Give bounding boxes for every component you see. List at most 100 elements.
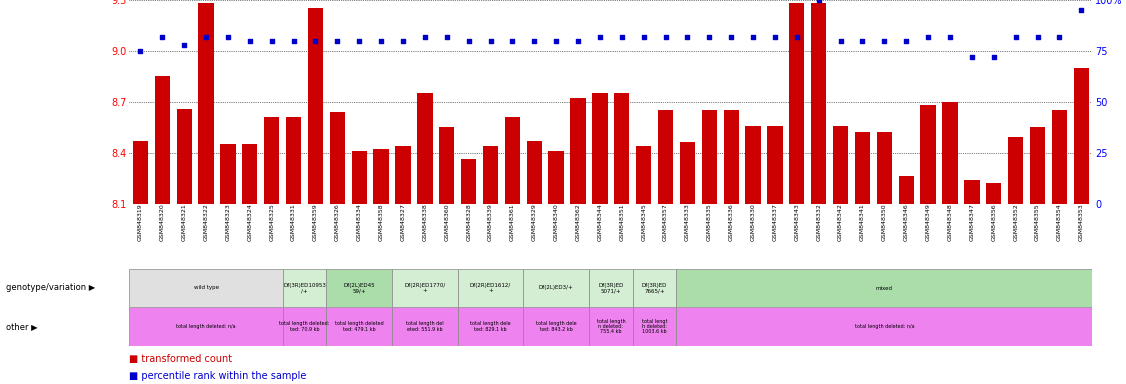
Bar (920, 105, 936, 204)
Point (591, 33, 609, 40)
Bar (571, 98, 586, 204)
Point (197, 33, 215, 40)
Bar (265, 117, 279, 204)
Bar (636, 146, 651, 204)
Bar (133, 141, 149, 204)
Text: GSM848353: GSM848353 (1079, 204, 1084, 241)
Text: Df(2R)ED1612/
+: Df(2R)ED1612/ + (470, 283, 511, 293)
Text: GSM848355: GSM848355 (1035, 204, 1040, 241)
Bar (198, 3, 214, 204)
Text: GSM848347: GSM848347 (969, 204, 974, 242)
Bar (330, 112, 345, 204)
Point (722, 33, 740, 40)
Bar (745, 126, 761, 204)
Text: total length deleted:
ted: 70.9 kb: total length deleted: ted: 70.9 kb (279, 321, 330, 332)
Bar (677, 269, 1092, 307)
Bar (221, 144, 235, 204)
Text: GSM848344: GSM848344 (598, 204, 602, 242)
Text: GSM848352: GSM848352 (1013, 204, 1018, 241)
Text: total length deleted: n/a: total length deleted: n/a (855, 324, 914, 329)
Point (941, 33, 959, 40)
Point (1051, 33, 1069, 40)
Bar (283, 307, 327, 346)
Point (459, 38, 477, 44)
Text: GSM848319: GSM848319 (137, 204, 143, 241)
Text: Df(2R)ED1770/
+: Df(2R)ED1770/ + (404, 283, 446, 293)
Bar (833, 126, 848, 204)
Text: GSM848343: GSM848343 (794, 204, 799, 242)
Point (613, 33, 631, 40)
Text: GSM848325: GSM848325 (269, 204, 275, 241)
Point (1007, 33, 1025, 40)
Bar (633, 269, 677, 307)
Text: GSM848359: GSM848359 (313, 204, 318, 241)
Text: GSM848349: GSM848349 (926, 204, 930, 242)
Bar (658, 110, 673, 204)
Point (919, 33, 937, 40)
Text: mixed: mixed (876, 285, 893, 291)
Text: GSM848329: GSM848329 (531, 204, 537, 242)
Point (679, 33, 697, 40)
Text: GSM848328: GSM848328 (466, 204, 471, 241)
Text: total length dele
ted: 843.2 kb: total length dele ted: 843.2 kb (536, 321, 577, 332)
Text: ■ percentile rank within the sample: ■ percentile rank within the sample (129, 371, 307, 381)
Bar (1052, 110, 1067, 204)
Text: GSM848321: GSM848321 (181, 204, 187, 241)
Point (832, 38, 850, 44)
Point (1072, 7, 1090, 13)
Bar (964, 180, 980, 204)
Text: GSM848342: GSM848342 (838, 204, 843, 242)
Bar (457, 307, 524, 346)
Text: GSM848323: GSM848323 (225, 204, 231, 242)
Text: GSM848335: GSM848335 (707, 204, 712, 241)
Bar (942, 102, 957, 204)
Text: Df(3R)ED
5071/+: Df(3R)ED 5071/+ (598, 283, 624, 293)
Point (394, 38, 412, 44)
Point (176, 42, 194, 48)
Point (656, 33, 674, 40)
Bar (855, 132, 870, 204)
Point (635, 33, 653, 40)
Bar (483, 146, 498, 204)
Bar (242, 144, 258, 204)
Point (262, 38, 280, 44)
Point (766, 33, 784, 40)
Text: total length deleted
ted: 479.1 kb: total length deleted ted: 479.1 kb (334, 321, 384, 332)
Text: GSM848322: GSM848322 (204, 204, 208, 242)
Point (810, 0, 828, 3)
Bar (129, 307, 283, 346)
Point (569, 38, 587, 44)
Text: GSM848362: GSM848362 (575, 204, 581, 241)
Text: Df(2L)ED3/+: Df(2L)ED3/+ (538, 285, 573, 291)
Text: Df(3R)ED10953
/+: Df(3R)ED10953 /+ (283, 283, 325, 293)
Point (482, 38, 500, 44)
Bar (592, 93, 608, 204)
Text: GSM848331: GSM848331 (292, 204, 296, 241)
Bar (129, 269, 283, 307)
Point (547, 38, 565, 44)
Bar (524, 307, 589, 346)
Bar (899, 176, 914, 204)
Bar (327, 307, 392, 346)
Text: GSM848338: GSM848338 (422, 204, 428, 241)
Bar (789, 3, 804, 204)
Text: total length del
eted: 551.9 kb: total length del eted: 551.9 kb (406, 321, 444, 332)
Text: GSM848348: GSM848348 (947, 204, 953, 241)
Text: GSM848360: GSM848360 (445, 204, 449, 241)
Point (744, 33, 762, 40)
Text: GSM848346: GSM848346 (904, 204, 909, 241)
Text: ■ transformed count: ■ transformed count (129, 354, 233, 364)
Bar (680, 142, 695, 204)
Bar (395, 146, 411, 204)
Text: GSM848334: GSM848334 (357, 204, 361, 242)
Text: Df(3R)ED
7665/+: Df(3R)ED 7665/+ (642, 283, 668, 293)
Bar (392, 269, 457, 307)
Text: GSM848336: GSM848336 (729, 204, 734, 241)
Bar (633, 307, 677, 346)
Bar (701, 110, 717, 204)
Bar (283, 269, 327, 307)
Text: wild type: wild type (194, 285, 218, 291)
Point (985, 54, 1003, 60)
Bar (527, 141, 542, 204)
Text: GSM848351: GSM848351 (619, 204, 624, 241)
